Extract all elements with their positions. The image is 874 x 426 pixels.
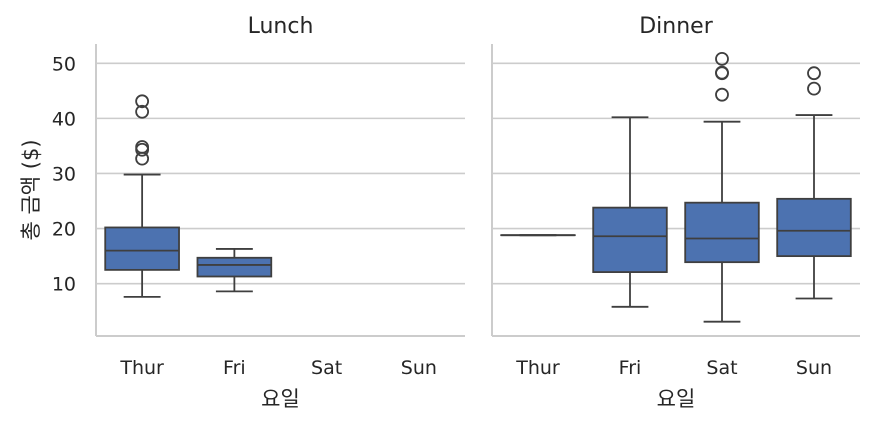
box-sun [776,66,852,300]
box-fri [196,248,273,293]
x-tick-label: Thur [515,357,560,379]
outlier-point [135,94,150,109]
outlier-point [715,65,729,80]
iqr-box [684,201,760,264]
x-tick-label: Fri [619,357,642,379]
outlier-point [715,87,729,102]
x-tick-label: Sat [311,357,342,379]
y-tick-label: 10 [52,274,76,296]
outlier-point [135,140,150,154]
panel-title: Dinner [639,14,713,39]
y-tick-label: 40 [52,108,76,130]
panel-lunch: 10 20 30 40 50 Lunch Thur Fri Sat Sun 요일 [52,14,465,411]
outlier-point [135,142,150,157]
outlier-point [715,51,729,66]
iqr-box [104,226,180,271]
iqr-box [592,206,668,273]
box-thur [104,94,180,298]
x-tick-label: Thur [119,357,164,379]
x-axis-label: 요일 [261,387,300,411]
iqr-box [776,197,852,258]
outlier-point [807,81,821,96]
panel-dinner: Dinner Thur Fri Sat Sun 요일 [491,14,860,411]
x-tick-label: Sat [706,357,737,379]
box-fri [592,116,668,308]
outlier-point [807,66,821,81]
x-tick-label: Sun [401,357,437,379]
y-axis-label: 총 금액 ($) [19,139,43,240]
outlier-point [135,104,150,119]
x-axis-label: 요일 [657,387,696,411]
iqr-box [196,256,273,278]
y-tick-label: 30 [52,163,76,185]
y-tick-label: 20 [52,219,76,241]
y-tick-label: 50 [52,53,76,75]
panel-title: Lunch [248,14,314,39]
box-sat [684,51,760,323]
x-tick-label: Fri [223,357,246,379]
x-tick-label: Sun [796,357,832,379]
